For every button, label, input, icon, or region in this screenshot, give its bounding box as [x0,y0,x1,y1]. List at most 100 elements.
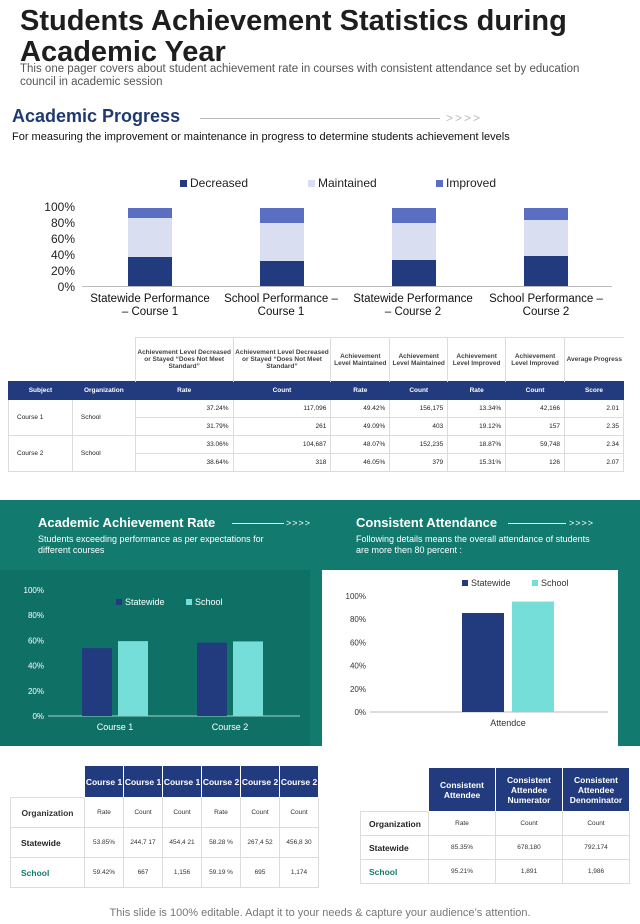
column-header: Organization [71,381,136,400]
y-tick-label: 40% [28,662,44,671]
table-header-row: Course 1 Course 1 Course 1 Course 2 Cour… [10,765,319,798]
table-cell: 267,4 52 [240,827,280,858]
legend-label: Improved [446,176,497,190]
table-cell: 126 [505,453,566,472]
column-header: Count [389,381,449,400]
table-cell: 454,4 21 [162,827,202,858]
y-tick-label: 100% [346,592,366,601]
legend-swatch-statewide [462,580,468,586]
table-cell: 456,8 30 [279,827,319,858]
y-tick-label: 100% [44,200,75,214]
table-row: Course 2 School 33.06% 104,687 48.07% 15… [8,435,624,472]
legend-label: Statewide [471,578,511,588]
table-cell: 318 [232,453,332,472]
page-subtitle: This one pager covers about student achi… [20,63,580,88]
column-header: Rate [134,381,234,400]
column-header: Consistent Attendee [428,767,496,812]
table-cell: 2.01 [564,399,624,418]
group-header-cell: Average Progress [564,337,624,382]
attendance-chart: 100% 80% 60% 40% 20% 0% Statewide School Attendc… [346,578,608,728]
column-header: Course 1 [84,765,124,798]
legend-swatch-maintained [308,179,315,187]
table-cell: 46.05% [330,453,391,472]
table-cell: 261 [232,417,332,436]
y-tick-label: 20% [28,687,44,696]
legend-label: Decreased [190,176,249,190]
bar-segment-maintained [128,218,172,257]
column-header: Rate [330,381,391,400]
bar-segment-decreased [392,260,436,286]
group-header-cell: Achievement Level Maintained [389,337,448,382]
x-category-label: Course 1 [97,722,134,732]
bar-statewide [197,642,227,716]
table-row: School 95.21% 1,891 1,986 [360,859,630,884]
achievement-rate-table: Course 1 Course 1 Course 1 Course 2 Cour… [10,765,319,888]
table-cell: 49.42% [330,399,391,418]
bar-segment-maintained [260,222,304,262]
column-header: Subject [8,381,73,400]
chevron-arrows-icon: >>>> [446,111,483,125]
stacked-bar [260,208,304,286]
table-column-header-row: Subject Organization Rate Count Rate Cou… [8,381,624,400]
organization-cell: School [71,435,136,472]
y-tick-label: 80% [28,611,44,620]
column-header: Course 2 [240,765,280,798]
table-cell: 104,687 [232,435,332,454]
table-cell: 38.64% [134,453,234,472]
table-row: Statewide 85.35% 678,180 792,174 [360,835,630,860]
organization-label: Organization [10,797,85,828]
y-tick-label: 0% [32,712,44,721]
table-subheader-row: Organization Rate Count Count Rate Count… [10,797,319,828]
organization-label: Organization [360,811,429,836]
table-cell: 42,166 [505,399,566,418]
bar-statewide [82,648,112,716]
table-cell: 156,175 [389,399,449,418]
x-category-label: Course 2 [212,722,249,732]
achievement-rate-chart-panel: 100% 80% 60% 40% 20% 0% Statewide School Course … [0,570,310,746]
group-header-cell: Achievement Level Improved [505,337,565,382]
subheader-cell: Count [240,797,280,828]
y-tick-label: 20% [50,264,75,278]
legend-swatch-school [532,580,538,586]
row-label: School [10,857,85,888]
group-header-cell: Achievement Level Decreased or Stayed “D… [134,337,234,382]
x-category-label: Statewide Performance – Course 1 [90,293,210,318]
y-tick-label: 20% [350,685,366,694]
row-label: Statewide [10,827,85,858]
table-cell: 152,235 [389,435,449,454]
academic-progress-description: For measuring the improvement or mainten… [12,131,510,143]
heading-rule [232,523,284,524]
table-cell: 15.31% [447,453,507,472]
subheader-cell: Rate [84,797,124,828]
column-header: Rate [447,381,507,400]
attendance-chart-panel: 100% 80% 60% 40% 20% 0% Statewide School Attendc… [322,570,618,746]
table-cell: 58.28 % [201,827,241,858]
table-cell: 1,156 [162,857,202,888]
column-header: Count [505,381,566,400]
bar-segment-maintained [392,222,436,261]
table-cell: 1,891 [495,859,563,884]
legend-maintained: Maintained [308,176,377,190]
table-cell: 379 [389,453,449,472]
column-header: Course 1 [123,765,163,798]
table-cell: 2.35 [564,417,624,436]
subheader-cell: Rate [201,797,241,828]
table-row: Statewide 53.85% 244,7 17 454,4 21 58.28… [10,827,319,858]
table-cell: 667 [123,857,163,888]
table-row: 31.79% 261 49.09% 403 19.12% 157 2.35 [9,417,624,436]
x-category-label: School Performance – Course 2 [489,293,603,318]
table-cell: 49.09% [330,417,391,436]
y-tick-label: 60% [350,638,366,647]
stacked-bar [128,208,172,286]
bar-school [233,641,263,716]
y-tick-label: 60% [50,232,75,246]
table-cell: 31.79% [134,417,234,436]
bar-segment-decreased [524,255,568,286]
y-tick-label: 40% [350,662,366,671]
table-cell: 59.42% [84,857,124,888]
table-cell: 48.07% [330,435,391,454]
table-cell: 1,174 [279,857,319,888]
x-category-label: Attendce [490,718,526,728]
table-cell: 678,180 [495,835,563,860]
table-cell: 18.87% [447,435,507,454]
